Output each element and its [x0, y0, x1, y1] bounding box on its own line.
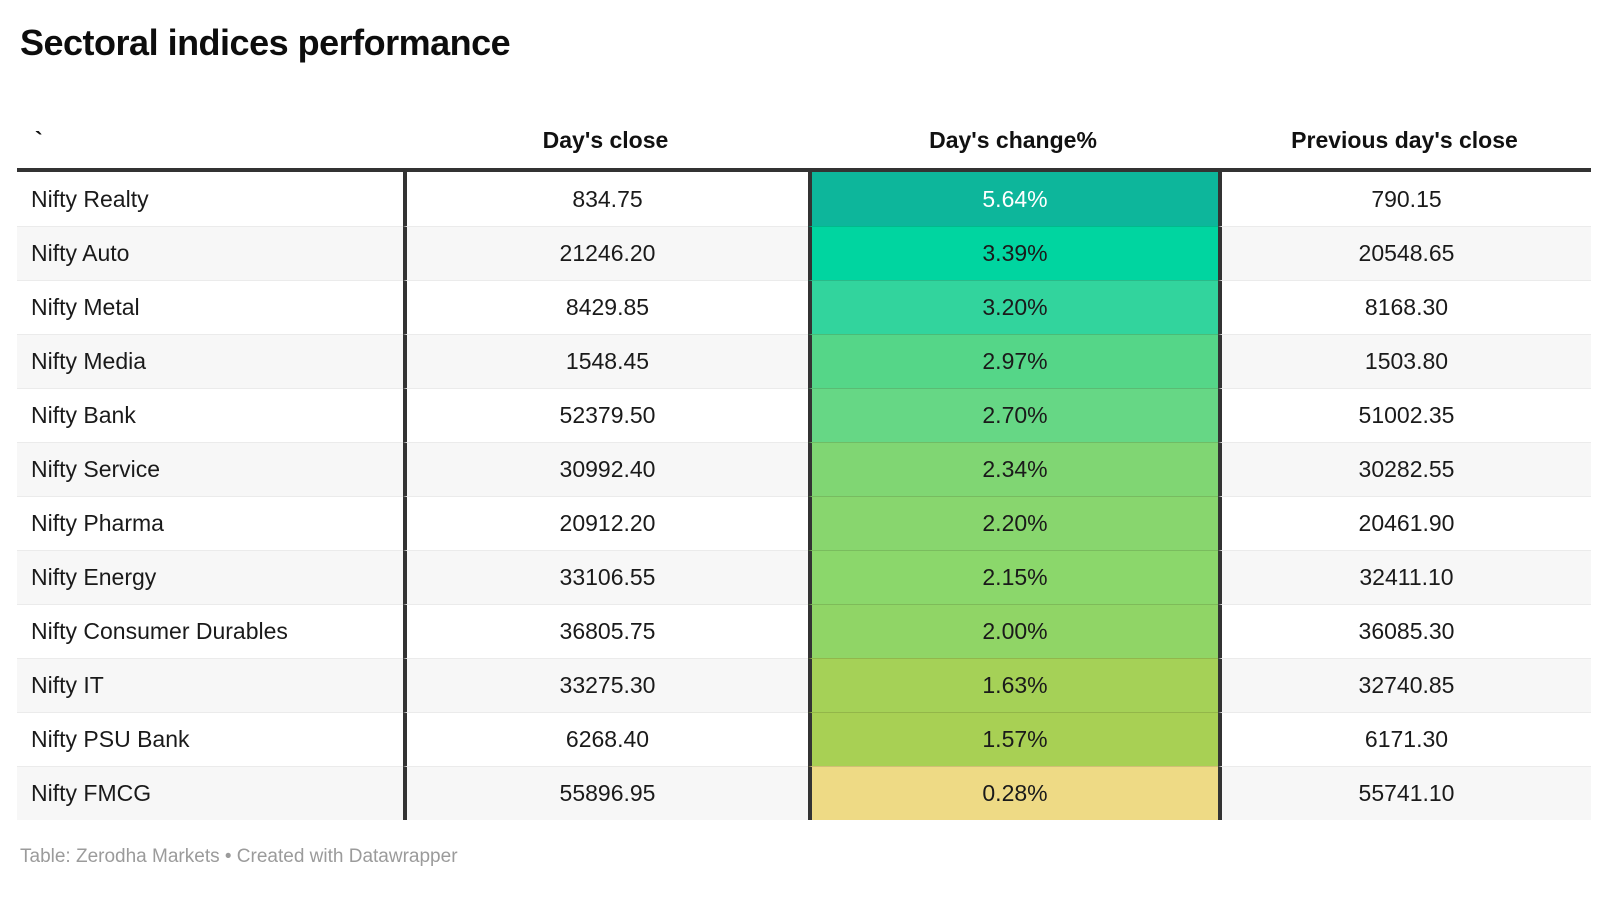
- table-row: Nifty Metal 8429.85 3.20% 8168.30: [17, 280, 1591, 334]
- change-cell: 2.70%: [808, 388, 1218, 442]
- close-cell: 834.75: [403, 172, 808, 226]
- prev-close-cell: 30282.55: [1218, 442, 1591, 496]
- table-row: Nifty PSU Bank 6268.40 1.57% 6171.30: [17, 712, 1591, 766]
- close-cell: 21246.20: [403, 226, 808, 280]
- table-row: Nifty FMCG 55896.95 0.28% 55741.10: [17, 766, 1591, 820]
- prev-close-cell: 6171.30: [1218, 712, 1591, 766]
- prev-close-cell: 36085.30: [1218, 604, 1591, 658]
- prev-close-cell: 1503.80: [1218, 334, 1591, 388]
- table-row: Nifty Pharma 20912.20 2.20% 20461.90: [17, 496, 1591, 550]
- index-name: Nifty Metal: [17, 280, 403, 334]
- index-name: Nifty Bank: [17, 388, 403, 442]
- change-cell: 2.97%: [808, 334, 1218, 388]
- table-row: Nifty Auto 21246.20 3.39% 20548.65: [17, 226, 1591, 280]
- change-cell: 3.20%: [808, 280, 1218, 334]
- prev-close-cell: 790.15: [1218, 172, 1591, 226]
- table-row: Nifty Bank 52379.50 2.70% 51002.35: [17, 388, 1591, 442]
- column-header-previous-close: Previous day's close: [1218, 112, 1591, 172]
- index-name: Nifty Energy: [17, 550, 403, 604]
- index-name: Nifty Pharma: [17, 496, 403, 550]
- column-header-days-close: Day's close: [403, 112, 808, 172]
- change-cell: 0.28%: [808, 766, 1218, 820]
- table-row: Nifty Consumer Durables 36805.75 2.00% 3…: [17, 604, 1591, 658]
- table-row: Nifty IT 33275.30 1.63% 32740.85: [17, 658, 1591, 712]
- index-name: Nifty Service: [17, 442, 403, 496]
- prev-close-cell: 32740.85: [1218, 658, 1591, 712]
- close-cell: 55896.95: [403, 766, 808, 820]
- prev-close-cell: 32411.10: [1218, 550, 1591, 604]
- prev-close-cell: 8168.30: [1218, 280, 1591, 334]
- index-name: Nifty FMCG: [17, 766, 403, 820]
- index-name: Nifty PSU Bank: [17, 712, 403, 766]
- change-cell: 1.57%: [808, 712, 1218, 766]
- change-cell: 2.00%: [808, 604, 1218, 658]
- close-cell: 1548.45: [403, 334, 808, 388]
- table-row: Nifty Service 30992.40 2.34% 30282.55: [17, 442, 1591, 496]
- column-header-days-change: Day's change%: [808, 112, 1218, 172]
- table-row: Nifty Media 1548.45 2.97% 1503.80: [17, 334, 1591, 388]
- change-cell: 5.64%: [808, 172, 1218, 226]
- header-row: ` Day's close Day's change% Previous day…: [17, 112, 1591, 172]
- close-cell: 30992.40: [403, 442, 808, 496]
- prev-close-cell: 20548.65: [1218, 226, 1591, 280]
- change-cell: 3.39%: [808, 226, 1218, 280]
- index-name: Nifty Consumer Durables: [17, 604, 403, 658]
- close-cell: 36805.75: [403, 604, 808, 658]
- close-cell: 33275.30: [403, 658, 808, 712]
- column-header-index-name: `: [17, 112, 403, 172]
- index-name: Nifty Auto: [17, 226, 403, 280]
- attribution-footer: Table: Zerodha Markets • Created with Da…: [20, 846, 458, 867]
- index-name: Nifty Media: [17, 334, 403, 388]
- close-cell: 20912.20: [403, 496, 808, 550]
- prev-close-cell: 55741.10: [1218, 766, 1591, 820]
- close-cell: 33106.55: [403, 550, 808, 604]
- sectoral-indices-table: ` Day's close Day's change% Previous day…: [17, 112, 1591, 820]
- close-cell: 8429.85: [403, 280, 808, 334]
- index-name: Nifty Realty: [17, 172, 403, 226]
- close-cell: 6268.40: [403, 712, 808, 766]
- index-name: Nifty IT: [17, 658, 403, 712]
- table-row: Nifty Realty 834.75 5.64% 790.15: [17, 172, 1591, 226]
- change-cell: 2.15%: [808, 550, 1218, 604]
- prev-close-cell: 51002.35: [1218, 388, 1591, 442]
- prev-close-cell: 20461.90: [1218, 496, 1591, 550]
- change-cell: 1.63%: [808, 658, 1218, 712]
- change-cell: 2.34%: [808, 442, 1218, 496]
- page-title: Sectoral indices performance: [20, 22, 511, 63]
- change-cell: 2.20%: [808, 496, 1218, 550]
- table-row: Nifty Energy 33106.55 2.15% 32411.10: [17, 550, 1591, 604]
- close-cell: 52379.50: [403, 388, 808, 442]
